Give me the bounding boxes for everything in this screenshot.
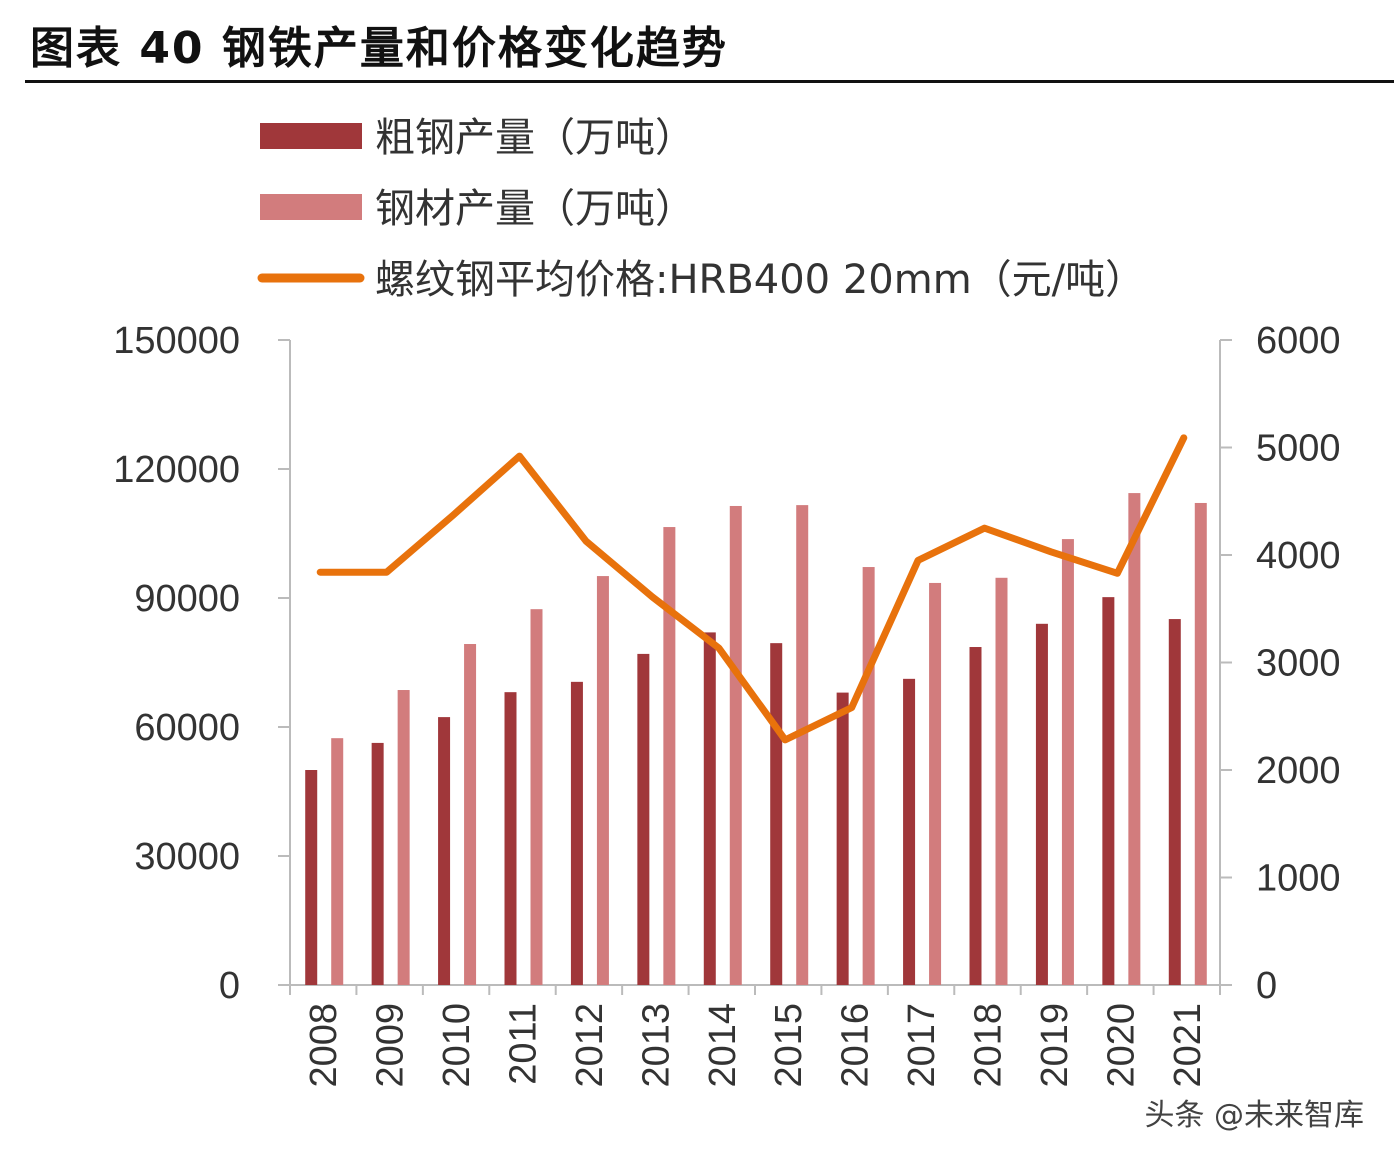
right-tick-label: 5000 bbox=[1256, 428, 1341, 470]
x-tick-label: 2014 bbox=[702, 1003, 744, 1088]
watermark: 头条 @未来智库 bbox=[1144, 1098, 1364, 1133]
bar-steel-products bbox=[464, 644, 477, 985]
legend-swatch-crude-steel bbox=[260, 123, 362, 149]
bar-steel-products bbox=[729, 505, 742, 985]
right-tick-label: 4000 bbox=[1256, 535, 1341, 577]
bar-steel-products bbox=[663, 527, 676, 985]
x-tick-label: 2017 bbox=[901, 1003, 943, 1088]
right-tick-label: 3000 bbox=[1256, 643, 1341, 685]
bar-steel-products bbox=[862, 567, 875, 985]
bar-crude-steel bbox=[703, 632, 716, 985]
bar-crude-steel bbox=[770, 643, 783, 985]
bar-crude-steel bbox=[1102, 597, 1115, 985]
right-tick-label: 1000 bbox=[1256, 858, 1341, 900]
legend-label-rebar-price: 螺纹钢平均价格:HRB400 20mm（元/吨） bbox=[375, 257, 1145, 303]
x-tick-label: 2009 bbox=[370, 1003, 412, 1088]
bar-crude-steel bbox=[1168, 619, 1181, 985]
line-rebar-price bbox=[316, 434, 1188, 744]
bar-crude-steel bbox=[903, 678, 916, 985]
left-tick-label: 30000 bbox=[134, 836, 240, 878]
bar-steel-products bbox=[995, 577, 1008, 985]
bar-crude-steel bbox=[570, 681, 583, 985]
right-tick-label: 6000 bbox=[1256, 320, 1341, 362]
chart-title: 图表 40 钢铁产量和价格变化趋势 bbox=[30, 23, 728, 74]
x-tick-label: 2008 bbox=[303, 1003, 345, 1088]
right-tick-label: 2000 bbox=[1256, 750, 1341, 792]
right-tick-label: 0 bbox=[1256, 965, 1277, 1007]
x-tick-label: 2020 bbox=[1100, 1003, 1142, 1088]
title-divider bbox=[25, 80, 1394, 83]
left-tick-label: 60000 bbox=[134, 707, 240, 749]
x-tick-label: 2013 bbox=[635, 1003, 677, 1088]
bar-crude-steel bbox=[438, 717, 451, 985]
bar-steel-products bbox=[331, 738, 344, 985]
x-tick-label: 2010 bbox=[436, 1003, 478, 1088]
legend-label-crude-steel: 粗钢产量（万吨） bbox=[375, 115, 695, 161]
bar-crude-steel bbox=[637, 653, 650, 985]
bar-crude-steel bbox=[969, 647, 982, 985]
bar-steel-products bbox=[929, 582, 942, 985]
bar-steel-products bbox=[596, 576, 609, 985]
x-tick-label: 2011 bbox=[503, 1003, 545, 1085]
left-tick-label: 120000 bbox=[113, 449, 240, 491]
x-tick-label: 2018 bbox=[968, 1003, 1010, 1088]
left-tick-label: 150000 bbox=[113, 320, 240, 362]
bar-steel-products bbox=[1128, 493, 1141, 985]
left-tick-label: 0 bbox=[219, 965, 240, 1007]
bar-steel-products bbox=[1061, 539, 1074, 985]
bar-crude-steel bbox=[305, 770, 318, 985]
legend-label-steel-products: 钢材产量（万吨） bbox=[375, 186, 695, 232]
x-tick-label: 2019 bbox=[1034, 1003, 1076, 1088]
bar-steel-products bbox=[530, 609, 543, 985]
legend-swatch-steel-products bbox=[260, 194, 362, 220]
bar-steel-products bbox=[397, 690, 410, 985]
x-tick-label: 2012 bbox=[569, 1003, 611, 1088]
bar-crude-steel bbox=[504, 692, 517, 985]
x-tick-label: 2016 bbox=[835, 1003, 877, 1088]
bar-crude-steel bbox=[836, 692, 849, 985]
bar-crude-steel bbox=[1035, 623, 1048, 985]
bar-steel-products bbox=[796, 505, 809, 985]
x-tick-label: 2015 bbox=[768, 1003, 810, 1088]
bar-steel-products bbox=[1194, 502, 1207, 985]
left-tick-label: 90000 bbox=[134, 578, 240, 620]
x-tick-label: 2021 bbox=[1167, 1003, 1209, 1088]
bar-crude-steel bbox=[371, 742, 384, 985]
